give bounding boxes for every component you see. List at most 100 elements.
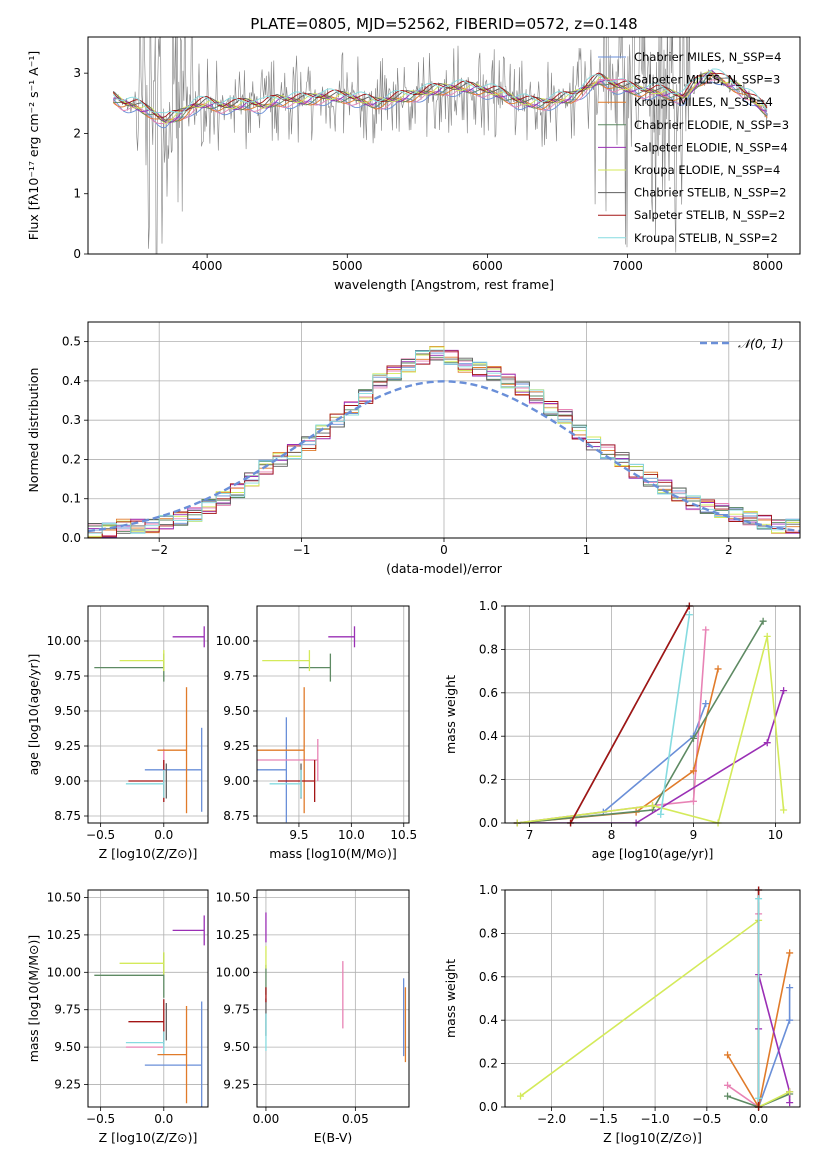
normal-curve [88,380,800,533]
y-tick-label: 0.4 [479,1013,498,1027]
error-bar [128,760,165,802]
error-bar [277,760,316,802]
weight-point-marker [780,806,788,814]
error-bar [94,952,165,998]
x-axis-label: E(B-V) [314,1130,353,1145]
weight-point-marker [763,739,771,747]
x-tick-label: 6000 [472,259,503,273]
x-tick-label: 5000 [332,259,363,273]
y-tick-label: 9.00 [223,774,250,788]
axes-frame [87,321,801,539]
x-axis-label: Z [log10(Z/Z⊙)] [99,846,198,861]
weight-point-marker [755,895,763,903]
y-tick-label: 3 [73,66,81,80]
weight-point-marker [649,802,656,810]
y-tick-label: 0.6 [479,686,498,700]
panel-massweight-vs-age: 7 8 9 10 0.0 0.2 0.4 0.6 0.8 1.0 age [log10(age/yr… [443,599,801,861]
x-tick-label: 0 [440,543,448,557]
y-tick-label: 10.00 [47,965,81,979]
y-tick-label: 9.75 [54,669,81,683]
y-tick-label: 8.75 [54,809,81,823]
legend-entry: Chabrier MILES, N_SSP=4 [634,50,781,64]
y-tick-label: 10.25 [216,928,250,942]
x-tick-label: −0.5 [86,828,115,842]
weight-series-line [517,690,785,823]
error-bar [144,727,203,812]
error-bar [125,1031,165,1054]
weight-point-marker [724,1092,732,1100]
error-bar [125,769,165,798]
figure-title: PLATE=0805, MJD=52562, FIBERID=0572, z=0… [250,15,637,33]
y-axis-label: age [log10(age/yr)] [26,654,41,776]
y-tick-label: 9.25 [223,739,250,753]
y-tick-label: 0.8 [479,926,498,940]
x-tick-label: 0.0 [154,1112,173,1126]
error-bar [257,739,319,781]
weight-point-marker [786,1088,794,1096]
y-tick-label: 10.25 [47,928,81,942]
y-tick-label: 9.75 [54,1003,81,1017]
y-tick-label: 0.8 [479,642,498,656]
y-tick-label: 0 [73,247,81,261]
residual-histogram [88,349,800,538]
error-bar [119,952,165,975]
y-tick-label: 9.75 [223,669,250,683]
y-tick-label: 0.0 [479,816,498,830]
x-tick-label: −1.5 [589,1112,618,1126]
x-axis-label: Z [log10(Z/Z⊙)] [99,1130,198,1145]
weight-point-marker [763,632,771,640]
x-tick-label: 0.05 [342,1112,369,1126]
weight-point-marker [689,767,697,775]
legend-entry: Salpeter STELIB, N_SSP=2 [634,208,785,222]
weight-point-marker [517,1092,525,1100]
y-tick-label: 9.50 [223,1040,250,1054]
y-tick-label: 0.3 [62,413,81,427]
y-tick-label: 0.0 [62,531,81,545]
weight-point-marker [786,1099,794,1107]
x-tick-label: 10 [768,828,783,842]
y-tick-label: 0.2 [479,1057,498,1071]
x-tick-label: 9 [690,828,698,842]
legend-entry: Salpeter ELODIE, N_SSP=4 [634,140,788,154]
y-tick-label: 9.75 [223,1003,250,1017]
weight-point-marker [702,626,710,634]
weight-series-line [727,913,760,1107]
weight-series-line [569,606,691,823]
x-tick-label: 7000 [612,259,643,273]
x-tick-label: −2.0 [537,1112,566,1126]
weight-point-marker [689,734,697,742]
y-tick-label: 1.0 [479,599,498,613]
axes-frame [504,605,801,824]
y-axis-label: Flux [fλ10⁻¹⁷ erg cm⁻² s⁻¹ A⁻¹] [26,51,41,240]
axes-frame [87,889,209,1108]
x-tick-label: 0.00 [253,1112,280,1126]
x-tick-label: 1 [583,543,591,557]
y-tick-label: 8.75 [223,809,250,823]
x-tick-label: −0.5 [692,1112,721,1126]
x-axis-label: mass [log10(M/M⊙)] [269,846,397,861]
y-tick-label: 0.2 [62,452,81,466]
legend-entry: 𝒩(0, 1) [738,336,784,351]
x-axis-label: Z [log10(Z/Z⊙)] [603,1130,702,1145]
panel-spectrum: 4000 5000 6000 7000 8000 0 1 2 3 wavelength [Angs… [26,36,801,292]
x-tick-label: 10.5 [390,828,417,842]
x-tick-label: 0.0 [154,828,173,842]
weight-point-marker [759,617,767,625]
x-tick-label: 8 [608,828,616,842]
y-tick-label: 10.00 [216,965,250,979]
panel-mass-vs-Z: −0.5 0.0 9.25 9.50 9.75 10.00 10.25 10.50 Z [log… [26,889,209,1145]
weight-point-marker [702,700,710,708]
error-bar [172,626,205,648]
x-tick-label: −0.5 [86,1112,115,1126]
weight-point-marker [714,665,722,673]
error-bar [144,1001,203,1107]
legend-entry: Chabrier ELODIE, N_SSP=3 [634,118,789,132]
y-tick-label: 0.4 [479,729,498,743]
y-tick-label: 9.50 [54,704,81,718]
x-tick-label: −1 [293,543,311,557]
x-axis-label: age [log10(age/yr)] [592,846,714,861]
axes-frame [87,605,209,824]
weight-point-marker [780,687,788,695]
weight-point-marker [724,1051,732,1059]
x-axis-label: wavelength [Angstrom, rest frame] [334,277,554,292]
